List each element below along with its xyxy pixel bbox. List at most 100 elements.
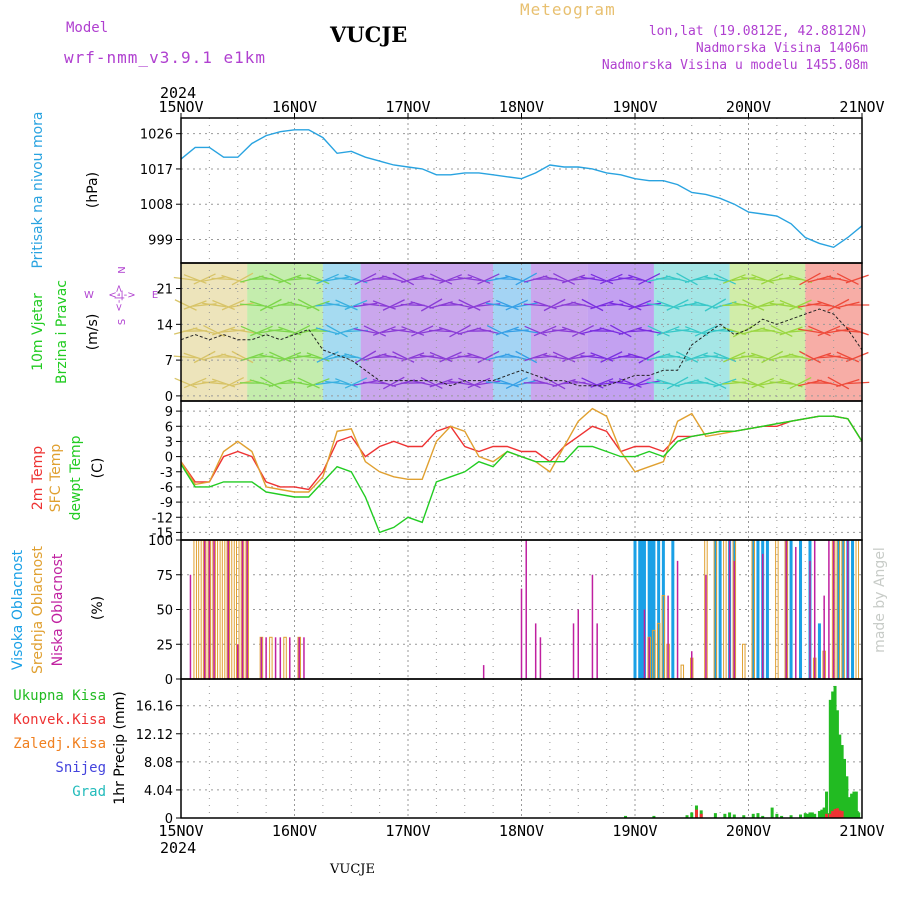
x-tick-label-top: 15NOV — [158, 98, 203, 116]
bar-niska-oblacnost — [785, 540, 788, 679]
wind-barb — [637, 328, 662, 334]
wind-barb — [448, 380, 472, 386]
bar-konvek-kisa — [694, 809, 698, 818]
wind-barb — [439, 351, 462, 363]
wind-barb — [742, 299, 765, 311]
wind-barb — [392, 272, 415, 286]
wind-barb — [599, 327, 624, 335]
bar-niska-oblacnost — [298, 637, 300, 679]
bar-visoka-oblacnost — [633, 540, 637, 679]
bar-ukupna-kisa — [838, 734, 842, 818]
compass-n: N — [117, 266, 128, 273]
y-tick-label: 8.08 — [144, 756, 173, 771]
bar-visoka-oblacnost — [647, 540, 651, 679]
cloud-low-axis-title: Niska Oblacnost — [50, 553, 66, 666]
wind-barb — [258, 328, 283, 334]
wind-barb — [297, 298, 320, 312]
wind-barb — [505, 274, 529, 284]
bar-ukupna-kisa — [847, 797, 851, 818]
wind-barb — [646, 381, 671, 385]
bar-ukupna-kisa — [806, 813, 810, 818]
y-tick-label: 1017 — [140, 163, 173, 178]
coords-text: lon,lat (19.0812E, 42.8812N) — [648, 24, 868, 39]
wind-barb — [770, 324, 793, 338]
wind-barb — [704, 298, 727, 312]
y-tick-label: 9 — [165, 405, 173, 420]
wind-barb — [704, 376, 727, 390]
wind-barb — [619, 299, 642, 311]
wind-barb — [411, 325, 434, 337]
wind-barb — [638, 350, 660, 364]
wind-barb — [798, 328, 822, 334]
bar-niska-oblacnost — [482, 665, 485, 679]
bar-niska-oblacnost — [539, 637, 542, 679]
wind-barb — [608, 380, 633, 386]
bar-visoka-oblacnost — [713, 540, 717, 679]
compass-w: W — [84, 290, 94, 301]
series-line-dewpt-temp — [180, 415, 863, 534]
panel-frame — [180, 678, 863, 819]
wind-barb — [315, 327, 340, 335]
bar-ukupna-kisa — [775, 813, 779, 818]
wind-barb — [212, 299, 235, 311]
wind-barb — [731, 354, 756, 360]
bar-niska-oblacnost — [208, 540, 211, 679]
wind-direction-band — [181, 263, 248, 401]
wind-barb — [335, 299, 358, 311]
wind-barb — [826, 328, 851, 334]
wind-barb — [845, 326, 869, 336]
wind-barb — [174, 299, 197, 311]
wind-barb — [429, 329, 454, 333]
wind-barb — [315, 380, 340, 386]
bar-konvek-kisa — [699, 813, 703, 818]
bar-ukupna-kisa — [690, 812, 694, 818]
wind-barb — [779, 299, 803, 311]
wind-barb — [306, 273, 330, 285]
bar-niska-oblacnost — [691, 651, 693, 679]
wind-barb — [571, 324, 594, 338]
wind-barb — [183, 300, 207, 310]
wind-barb — [230, 328, 255, 334]
wind-barb — [438, 326, 463, 336]
wind-barb — [173, 276, 198, 282]
wind-barb — [826, 354, 851, 360]
bar-ukupna-kisa — [828, 699, 832, 818]
watermark: made by Angel — [872, 547, 888, 653]
bar-ukupna-kisa — [820, 809, 824, 818]
year-label-top: 2024 — [160, 84, 196, 102]
wind-barb — [552, 329, 577, 333]
wind-barb — [174, 377, 198, 389]
bar-visoka-oblacnost — [756, 540, 760, 679]
bar-konvek-kisa — [838, 810, 842, 818]
wind-unit: (m/s) — [85, 314, 101, 351]
wind-barb — [278, 274, 302, 284]
wind-barb — [448, 301, 472, 309]
bar-srednja-oblacnost — [742, 643, 746, 680]
y-tick-label: -6 — [160, 481, 173, 496]
bar-visoka-oblacnost — [640, 540, 644, 679]
wind-barb — [647, 325, 670, 337]
wind-barb — [222, 376, 245, 390]
bar-niska-oblacnost — [847, 540, 849, 679]
wind-barb — [192, 380, 217, 386]
tsfc-axis-title: SFC Temp — [48, 444, 64, 513]
wind-barb — [637, 302, 662, 308]
bar-ukupna-kisa — [854, 791, 858, 818]
bar-niska-oblacnost — [643, 609, 646, 679]
bar-konvek-kisa — [833, 808, 837, 818]
wind-barb — [684, 352, 708, 362]
y-tick-label: 0 — [165, 812, 173, 827]
bar-niska-oblacnost — [733, 560, 736, 679]
wind-barb — [334, 277, 359, 281]
wind-barb — [845, 274, 869, 284]
wind-barb — [297, 377, 320, 389]
bar-srednja-oblacnost — [193, 539, 197, 680]
wind-barb — [259, 298, 282, 312]
wind-barb — [458, 299, 481, 311]
wind-barb — [533, 379, 557, 387]
series-line-pressure — [180, 129, 863, 249]
bar-ukupna-kisa — [810, 812, 814, 818]
wind-barb — [722, 326, 746, 336]
frame-layer — [176, 113, 863, 819]
wind-barb — [580, 355, 605, 359]
